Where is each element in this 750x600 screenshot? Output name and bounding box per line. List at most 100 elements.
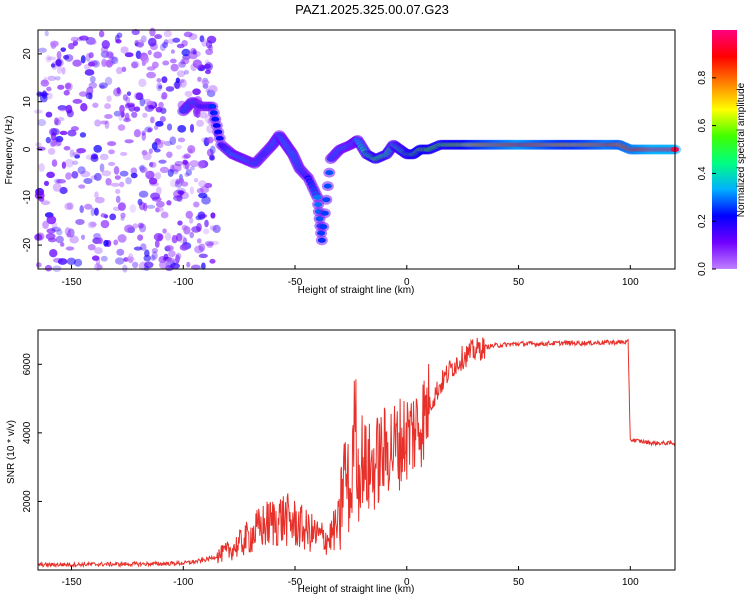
spectrogram-noise-blob (142, 112, 148, 118)
spectrogram-noise-blob (79, 205, 84, 214)
snr-ylabel: SNR (10 * v/v) (6, 420, 17, 484)
spectrogram-noise-blob (46, 228, 56, 234)
spectrogram-noise-blob (122, 94, 128, 101)
spectrogram-noise-blob (125, 256, 135, 262)
spectrogram-noise-blob (161, 92, 168, 100)
spectrogram-noise-blob (126, 91, 132, 96)
spectrogram-noise-blob (47, 147, 56, 155)
spectrogram-noise-blob (35, 262, 42, 268)
spectrogram-noise-blob (119, 104, 125, 114)
spectrogram-noise-blob (115, 66, 123, 75)
spectrogram-ylabel: Frequency (Hz) (4, 116, 15, 185)
spectrogram-noise-blob (120, 46, 129, 54)
spectrogram-noise-blob (54, 58, 64, 68)
spectrogram-noise-blob (113, 166, 120, 175)
spectrogram-noise-blob (192, 88, 201, 96)
spectrogram-noise-blob (99, 153, 109, 161)
spectrogram-noise-blob (172, 195, 183, 202)
spectrogram-xtick-label: -100 (173, 277, 193, 288)
spectrogram-noise-blob (101, 170, 112, 177)
spectrogram-noise-blob (108, 149, 115, 155)
spectrogram-noise-blob (125, 96, 131, 105)
spectrogram-noise-blob (166, 200, 172, 206)
spectrogram-noise-blob (89, 39, 97, 45)
spectrogram-xtick-label: 100 (622, 277, 639, 288)
spectrogram-noise-blob (110, 182, 120, 187)
spectrogram-noise-blob (66, 232, 72, 238)
spectrogram-noise-blob (193, 177, 199, 183)
spectrogram-noise-blob (93, 207, 99, 216)
spectrogram-noise-blob (64, 158, 74, 168)
spectrogram-noise-blob (50, 63, 56, 68)
spectrogram-ytick-label: 20 (22, 48, 33, 60)
spectrogram-noise-blob (130, 172, 138, 179)
spectrogram-noise-blob (56, 229, 63, 236)
snr-xtick-label: -150 (62, 577, 82, 588)
spectrogram-noise-blob (59, 130, 68, 136)
spectrogram-noise-blob (148, 148, 153, 154)
snr-xtick-label: 0 (404, 577, 410, 588)
spectrogram-noise-blob (176, 70, 186, 78)
spectrogram-noise-blob (79, 35, 89, 41)
spectrogram-noise-blob (68, 42, 75, 50)
spectrogram-noise-blob (189, 123, 195, 133)
spectrogram-signal-point (320, 210, 329, 216)
spectrogram-signal-point (208, 103, 217, 109)
spectrogram-noise-blob (88, 82, 98, 89)
spectrogram-noise-blob (94, 247, 103, 255)
spectrogram-noise-blob (210, 240, 219, 246)
spectrogram-noise-blob (56, 179, 67, 184)
spectrogram-noise-blob (94, 191, 99, 199)
spectrogram-noise-blob (183, 225, 191, 235)
spectrogram-noise-blob (120, 212, 126, 219)
spectrogram-signal-point (323, 183, 332, 189)
spectrogram-noise-blob (178, 235, 187, 244)
spectrogram-noise-blob (198, 192, 208, 199)
spectrogram-noise-blob (45, 136, 51, 144)
spectrogram-noise-blob (55, 76, 61, 81)
spectrogram-noise-blob (175, 77, 181, 84)
spectrogram-noise-blob (116, 32, 123, 39)
spectrogram-signal-point (317, 237, 326, 243)
spectrogram-noise-blob (176, 187, 186, 195)
spectrogram-noise-blob (170, 63, 179, 72)
spectrogram-noise-blob (107, 141, 117, 147)
spectrogram-noise-blob (142, 151, 152, 161)
spectrogram-noise-blob (205, 40, 213, 49)
colorbar-tick-label: 0.0 (697, 262, 708, 276)
spectrogram-noise-blob (204, 219, 209, 228)
spectrogram-noise-blob (57, 116, 65, 122)
spectrogram-noise-blob (177, 137, 186, 143)
spectrogram-signal-point (319, 224, 328, 230)
spectrogram-noise-blob (90, 207, 95, 217)
spectrogram-noise-blob (156, 141, 164, 149)
spectrogram-noise-blob (80, 55, 86, 64)
spectrogram-signal-point (211, 116, 220, 122)
spectrogram-noise-blob (181, 48, 191, 57)
spectrogram-noise-blob (44, 264, 53, 272)
spectrogram-noise-blob (87, 61, 95, 67)
spectrogram-marks (33, 27, 681, 273)
spectrogram-noise-blob (135, 92, 144, 101)
colorbar-tick-label: 0.8 (697, 70, 708, 84)
spectrogram-xlabel: Height of straight line (km) (298, 285, 415, 296)
spectrogram-noise-blob (92, 102, 99, 108)
spectrogram-noise-blob (171, 163, 182, 172)
spectrogram-noise-blob (151, 196, 162, 202)
figure-title: PAZ1.2025.325.00.07.G23 (295, 2, 449, 17)
spectrogram-noise-blob (78, 184, 86, 189)
spectrogram-noise-blob (115, 188, 121, 194)
spectrogram-noise-blob (169, 58, 177, 64)
spectrogram-noise-blob (72, 98, 83, 104)
spectrogram-noise-blob (96, 264, 103, 270)
spectrogram-noise-blob (198, 253, 208, 259)
spectrogram-noise-blob (149, 161, 157, 168)
spectrogram-noise-blob (50, 128, 60, 136)
snr-frame (37, 329, 676, 571)
spectrogram-noise-blob (184, 172, 190, 177)
spectrogram-noise-blob (115, 39, 122, 44)
spectrogram-noise-blob (93, 144, 102, 153)
snr-xtick-label: -100 (173, 577, 193, 588)
spectrogram-noise-blob (101, 40, 110, 49)
